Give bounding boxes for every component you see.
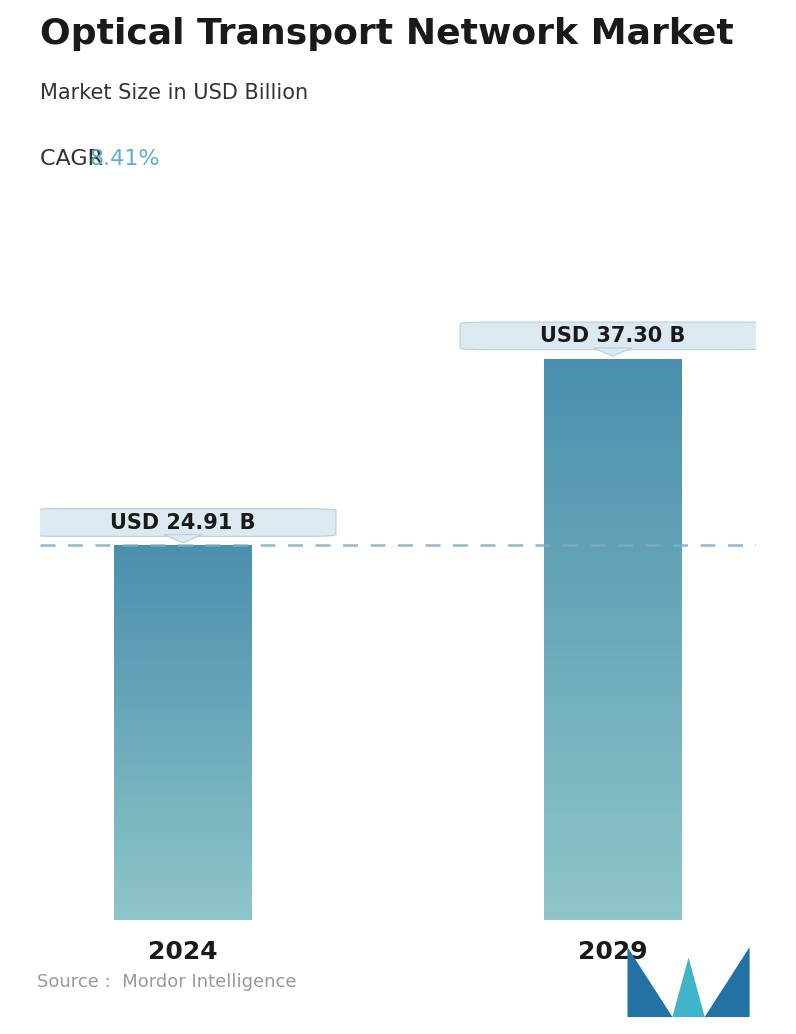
Text: Market Size in USD Billion: Market Size in USD Billion [40, 83, 308, 102]
Polygon shape [627, 947, 673, 1017]
Polygon shape [627, 947, 750, 1017]
Polygon shape [164, 535, 202, 543]
FancyBboxPatch shape [460, 322, 766, 349]
Text: USD 24.91 B: USD 24.91 B [111, 513, 256, 533]
Text: Optical Transport Network Market: Optical Transport Network Market [40, 17, 734, 51]
Text: USD 37.30 B: USD 37.30 B [540, 326, 685, 346]
Polygon shape [594, 348, 632, 357]
Text: 8.41%: 8.41% [90, 149, 161, 169]
Text: Source :  Mordor Intelligence: Source : Mordor Intelligence [37, 973, 297, 992]
Polygon shape [673, 957, 704, 1017]
Polygon shape [704, 947, 750, 1017]
Text: CAGR: CAGR [40, 149, 110, 169]
FancyBboxPatch shape [30, 509, 336, 537]
